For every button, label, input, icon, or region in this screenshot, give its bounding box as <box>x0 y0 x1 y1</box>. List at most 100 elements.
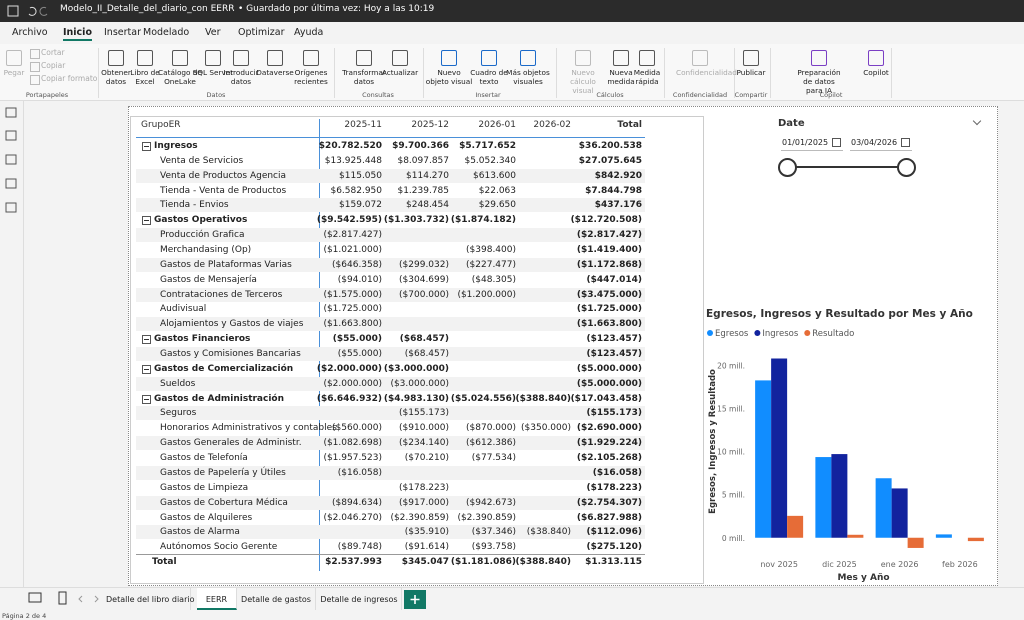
ribbon-icon[interactable] <box>639 50 655 66</box>
ribbon-separator <box>556 48 557 98</box>
ribbon-small-button[interactable]: Cortar <box>41 48 65 57</box>
ribbon-icon[interactable] <box>868 50 884 66</box>
table-cell: ($38.840) <box>527 525 571 539</box>
table-cell: ($155.173) <box>399 406 449 420</box>
ribbon-button[interactable]: Actualizar <box>376 68 424 77</box>
mobile-view-icon[interactable] <box>59 592 66 604</box>
row-label: Gastos Generales de Administr. <box>160 436 302 450</box>
table-cell: ($2.817.427) <box>577 228 642 242</box>
menu-tab[interactable]: Optimizar <box>238 27 284 38</box>
table-cell: ($16.058) <box>593 466 642 480</box>
desktop-view-icon[interactable] <box>29 593 41 602</box>
table-cell: ($35.910) <box>405 525 449 539</box>
menu-tab[interactable]: Ayuda <box>294 27 323 38</box>
table-cell: ($700.000) <box>399 288 449 302</box>
bar <box>771 359 787 538</box>
table-cell: ($68.457) <box>405 347 449 361</box>
table-cell: $613.600 <box>473 169 516 183</box>
row-label: Contrataciones de Terceros <box>160 288 282 302</box>
table-cell: ($612.386) <box>466 436 516 450</box>
bar <box>847 535 863 538</box>
page-tab-label: Detalle de ingresos <box>317 595 401 604</box>
ribbon-group-label: Insertar <box>448 91 528 99</box>
ribbon-icon[interactable] <box>575 50 591 66</box>
ribbon-small-icon[interactable] <box>30 49 40 59</box>
table-cell: $159.072 <box>339 198 382 212</box>
ribbon-icon[interactable] <box>613 50 629 66</box>
menu-tab[interactable]: Archivo <box>12 27 48 38</box>
table-cell: ($304.699) <box>399 273 449 287</box>
menu-tab[interactable]: Ver <box>205 27 221 38</box>
table-cell: ($388.840) <box>516 392 571 406</box>
slider-handle[interactable] <box>778 158 797 177</box>
tab-scroll-arrows[interactable] <box>79 596 98 602</box>
menu-tab[interactable]: Insertar <box>104 27 141 38</box>
total-label: Total <box>152 555 177 569</box>
ribbon-icon[interactable] <box>137 50 153 66</box>
table-cell: ($5.000.000) <box>577 377 642 391</box>
ribbon-icon[interactable] <box>481 50 497 66</box>
table-cell: ($1.663.800) <box>323 317 382 331</box>
ribbon-small-icon[interactable] <box>30 75 40 85</box>
y-tick-label: 5 mill. <box>722 491 745 500</box>
table-cell: ($2.817.427) <box>323 228 382 242</box>
ribbon-button[interactable]: Medida rápida <box>623 68 671 86</box>
row-label: Audivisual <box>160 302 206 316</box>
ribbon-icon[interactable] <box>356 50 372 66</box>
row-label: Alojamientos y Gastos de viajes <box>160 317 303 331</box>
table-cell: ($3.475.000) <box>577 288 642 302</box>
ribbon-button[interactable]: Confidencialidad <box>676 68 724 77</box>
ribbon-icon[interactable] <box>233 50 249 66</box>
ribbon-icon[interactable] <box>743 50 759 66</box>
table-cell: ($178.223) <box>399 481 449 495</box>
slider-handle[interactable] <box>897 158 916 177</box>
ribbon-button[interactable]: Copilot <box>852 68 900 77</box>
table-cell: ($6.646.932) <box>317 392 382 406</box>
ribbon-icon[interactable] <box>6 50 22 66</box>
menu-tab[interactable]: Inicio <box>63 27 92 41</box>
ribbon-button[interactable]: Más objetos visuales <box>504 68 552 86</box>
x-tick-label: ene 2026 <box>881 560 919 569</box>
table-cell: ($299.032) <box>399 258 449 272</box>
table-cell: ($910.000) <box>399 421 449 435</box>
ribbon-icon[interactable] <box>267 50 283 66</box>
ribbon-small-button[interactable]: Copiar formato <box>41 74 97 83</box>
table-cell: $115.050 <box>339 169 382 183</box>
row-label: Gastos de Alarma <box>160 525 240 539</box>
ribbon-small-button[interactable]: Copiar <box>41 61 65 70</box>
table-cell: $36.200.538 <box>579 139 642 153</box>
table-cell: ($55.000) <box>338 347 382 361</box>
ribbon-group-label: Compartir <box>711 91 791 99</box>
ribbon-icon[interactable] <box>520 50 536 66</box>
ribbon-icon[interactable] <box>172 50 188 66</box>
x-tick-label: dic 2025 <box>822 560 857 569</box>
legend-label: Ingresos <box>762 329 798 339</box>
ribbon-icon[interactable] <box>811 50 827 66</box>
chart-title: Egresos, Ingresos y Resultado por Mes y … <box>706 308 973 320</box>
table-cell: ($894.634) <box>332 496 382 510</box>
row-label: Gastos de Papelería y Útiles <box>160 466 286 480</box>
table-cell: ($1.181.086) <box>451 555 516 569</box>
table-header-cell: 2025-11 <box>344 120 382 130</box>
ribbon-button[interactable]: Publicar <box>727 68 775 77</box>
ribbon-icon[interactable] <box>441 50 457 66</box>
ribbon-icon[interactable] <box>392 50 408 66</box>
slider-track <box>787 166 907 168</box>
ribbon-small-icon[interactable] <box>30 62 40 72</box>
ribbon-icon[interactable] <box>205 50 221 66</box>
ribbon-button[interactable]: Orígenes recientes <box>287 68 335 86</box>
table-cell: ($178.223) <box>587 481 642 495</box>
ribbon-icon[interactable] <box>108 50 124 66</box>
ribbon-icon[interactable] <box>303 50 319 66</box>
table-cell: $5.717.652 <box>459 139 516 153</box>
table-cell: $8.097.857 <box>397 154 449 168</box>
ribbon-icon[interactable] <box>692 50 708 66</box>
table-cell: ($4.983.130) <box>384 392 449 406</box>
table-cell: $345.047 <box>402 555 449 569</box>
table-cell: ($48.305) <box>472 273 516 287</box>
menu-tab[interactable]: Modelado <box>143 27 189 38</box>
table-cell: ($1.929.224) <box>577 436 642 450</box>
y-axis-title: Egresos, Ingresos y Resultado <box>708 369 718 514</box>
table-cell: ($2.105.268) <box>577 451 642 465</box>
ribbon-button[interactable]: Preparación de datos para IA <box>795 68 843 95</box>
